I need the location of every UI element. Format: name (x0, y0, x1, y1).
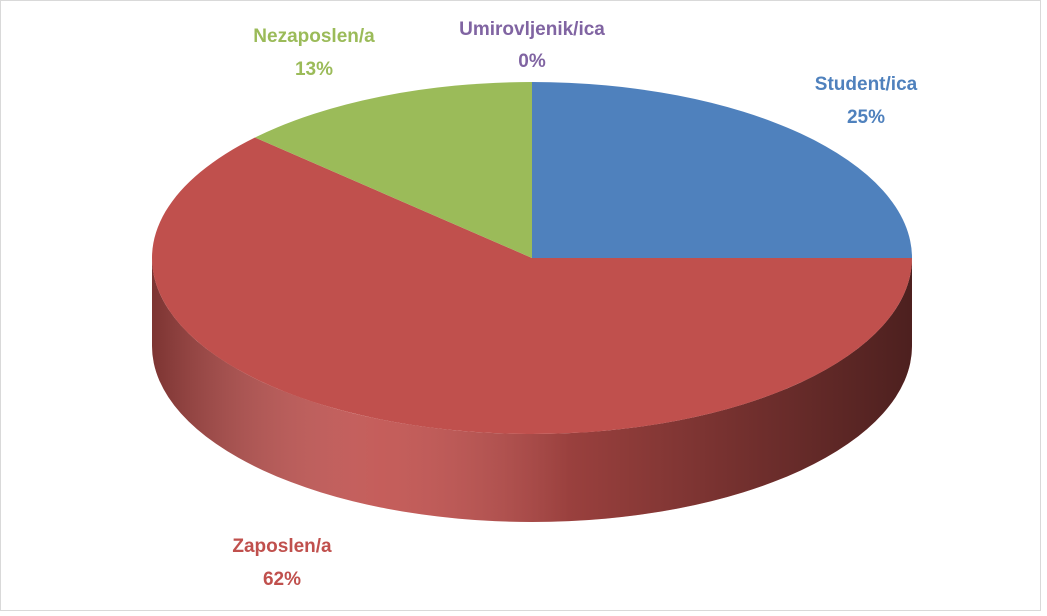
slice-value-label: 0% (518, 51, 546, 72)
slice-label: Nezaposlen/a (253, 26, 375, 47)
slice-value-label: 13% (295, 59, 333, 80)
slice (532, 82, 912, 258)
slice (254, 82, 532, 258)
slice-label: Zaposlen/a (232, 536, 332, 557)
slice (152, 137, 913, 435)
slice-label: Umirovljenik/ica (459, 19, 605, 40)
slice-value-label: 62% (263, 569, 301, 590)
slice-label: Student/ica (815, 74, 918, 95)
slice-value-label: 25% (847, 107, 885, 128)
side-shade (152, 258, 912, 522)
